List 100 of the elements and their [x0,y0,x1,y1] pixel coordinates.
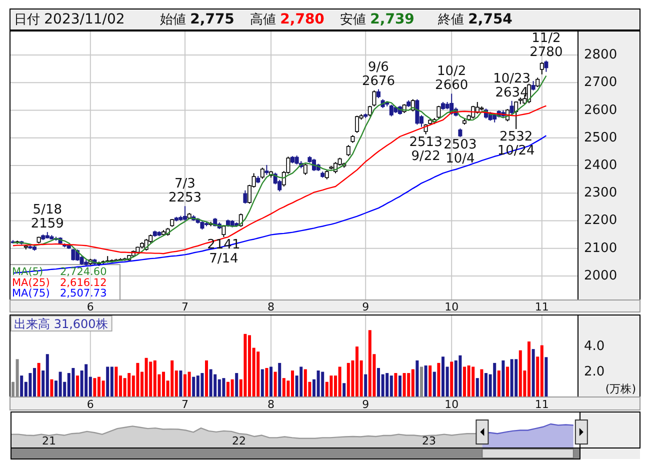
y-tick-label: 4.0 [584,339,605,354]
bar [170,360,174,397]
bar [497,370,500,397]
bar [544,357,548,397]
y-tick-label: 2300 [584,186,618,201]
y-tick-label: 2200 [584,213,618,228]
bar [321,372,324,397]
bar [93,378,96,397]
bar [244,334,247,397]
bar [346,362,350,397]
bar [364,374,368,397]
chart-title: 出来高 31,600株 [14,317,108,331]
bar [540,345,544,397]
bar [260,369,264,397]
bar [398,376,402,397]
bar [192,376,196,397]
bar [407,373,410,397]
y-axis-title: (万株) [605,382,636,396]
bar [518,350,522,397]
bar [424,365,428,397]
bar [196,376,200,397]
bar [304,369,307,397]
text: 高値 2,780 [250,11,325,28]
bar [50,379,54,397]
bar [428,365,432,397]
y-tick-label: 2800 [584,48,618,63]
x-tick-label: 8 [268,398,274,411]
annotation: 2503 10/4 [444,138,477,167]
bar [472,366,475,397]
bar [476,378,479,397]
series-label: MA(75) 2,507.73 [12,288,107,300]
x-tick-label: 10 [444,300,459,314]
bar [106,366,110,397]
x-tick-label: 21 [42,434,56,448]
x-tick-label: 7 [182,398,188,411]
candlestick [510,100,514,115]
bar [411,369,414,397]
bar [390,376,393,397]
bar [58,372,62,397]
x-tick-label: 23 [422,434,436,448]
x-tick-label: 22 [232,434,246,448]
y-tick-label: 2100 [584,240,618,256]
bar [514,359,518,397]
bar [114,366,118,397]
bar [205,360,208,397]
bar [270,366,272,397]
bar [265,368,268,397]
bar [235,373,238,397]
text: MA(25) 2,616.12 [12,276,107,289]
x-tick-label: 10 [444,398,459,411]
bar [179,370,182,397]
x-tick-label: 7 [182,300,188,314]
y-tick-label: 2500 [584,130,618,146]
bar [230,379,234,397]
x-tick-label: 9 [362,398,370,411]
bar [200,373,204,397]
bar [282,378,286,397]
bar [46,354,49,397]
annotation: 7/3 2253 [168,176,202,206]
bar [278,362,282,397]
candlestick [531,80,536,91]
annotation: 5/18 2159 [30,202,64,232]
x-tick-label: 11 [534,398,549,411]
bar [222,378,226,397]
bar [149,362,152,397]
candlestick [389,104,394,117]
bar [300,366,303,397]
y-tick-label: 2600 [584,102,618,118]
bar [136,362,140,397]
candlestick [372,90,376,107]
bar [144,358,148,397]
x-tick-label: 9 [362,300,370,314]
bar [72,368,75,397]
x-tick-label: 6 [86,300,94,314]
x-tick-label: 11 [534,300,549,314]
text: 日付 2023/11/02 [14,12,125,28]
bar [128,373,131,397]
candlestick [514,100,518,130]
bar [458,355,462,397]
candlestick [436,105,441,120]
x-tick-label: 6 [86,398,94,411]
bar [368,330,372,397]
y-tick-label: 2.0 [584,364,605,380]
bar [209,369,212,397]
bar [338,366,342,397]
bar [416,360,419,397]
bar [274,372,277,397]
candlestick [346,144,350,157]
bar [102,380,105,397]
bar [437,362,440,397]
bar [502,360,505,397]
candlestick [415,98,420,126]
candlestick [368,105,372,117]
bar [16,359,19,397]
bar [110,366,114,397]
bar [330,376,333,397]
text: 安値 2,739 [340,11,414,28]
bar [532,349,535,397]
candlestick [264,164,269,176]
text: 始値 2,775 [160,12,234,28]
